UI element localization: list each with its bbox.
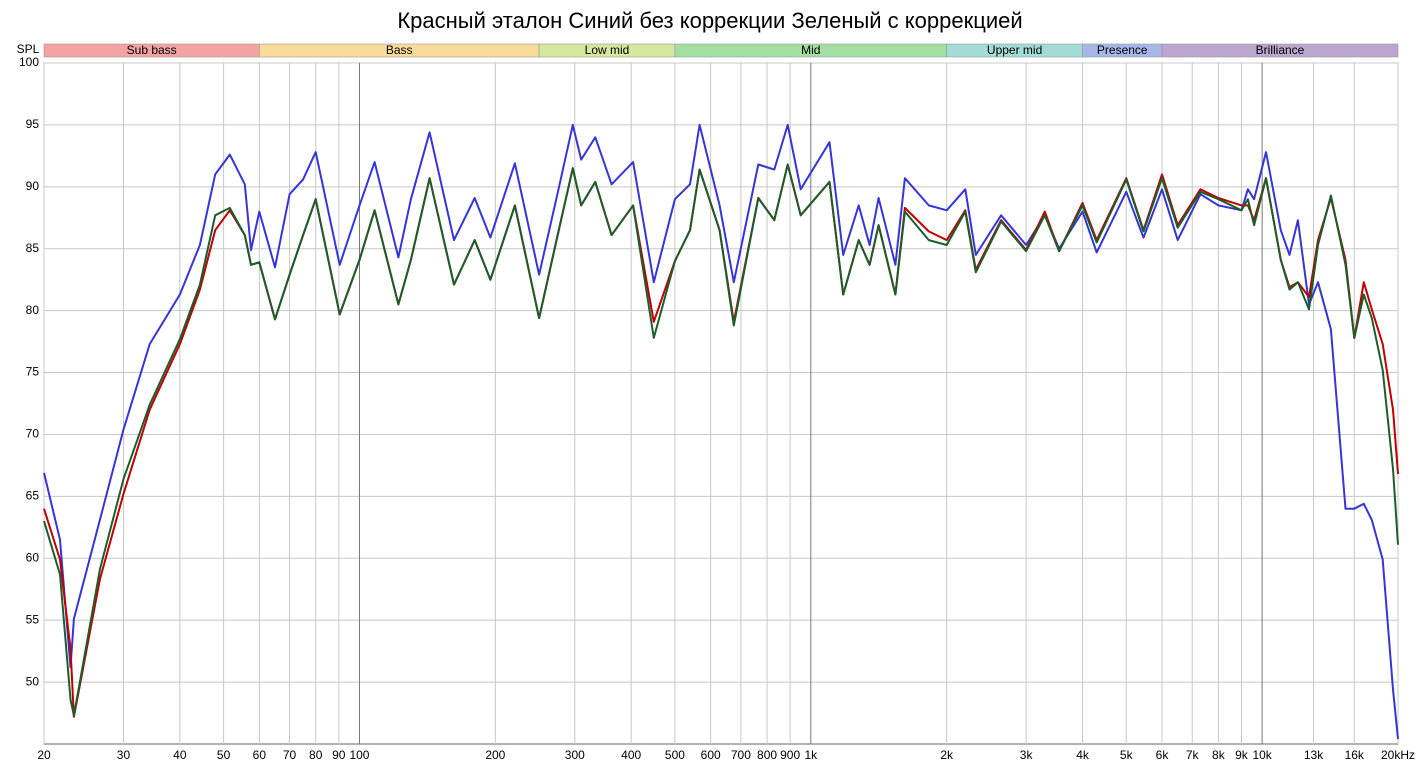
x-tick-label: 900 (780, 748, 800, 762)
x-tick-label: 7k (1186, 748, 1200, 762)
x-tick-label: 300 (565, 748, 585, 762)
x-tick-label: 9k (1235, 748, 1249, 762)
y-tick-label: 100 (19, 55, 39, 69)
y-tick-label: 60 (26, 550, 40, 564)
x-tick-label: 3k (1020, 748, 1034, 762)
plot-area (43, 62, 1399, 745)
band-label: Sub bass (127, 43, 177, 57)
x-tick-label: 30 (117, 748, 131, 762)
band-label: Bass (386, 43, 413, 57)
y-tick-label: 75 (26, 365, 40, 379)
band-label: Mid (801, 43, 820, 57)
x-tick-label: 700 (731, 748, 751, 762)
band-label: Brilliance (1256, 43, 1305, 57)
y-tick-label: 90 (26, 179, 40, 193)
x-tick-label: 2k (940, 748, 954, 762)
x-tick-label: 4k (1076, 748, 1090, 762)
series-line (43, 123, 1399, 740)
y-tick-label: 50 (26, 674, 40, 688)
x-tick-label: 6k (1156, 748, 1170, 762)
x-tick-label: 400 (621, 748, 641, 762)
x-tick-label: 8k (1212, 748, 1226, 762)
band-label: Presence (1097, 43, 1148, 57)
x-tick-label: 100 (349, 748, 369, 762)
y-tick-label: 80 (26, 303, 40, 317)
x-tick-label: 50 (217, 748, 231, 762)
band-label: Low mid (585, 43, 630, 57)
x-tick-label: 500 (665, 748, 685, 762)
x-tick-label: 20 (37, 748, 51, 762)
x-tick-label: 70 (283, 748, 297, 762)
band (1161, 43, 1399, 58)
x-tick-label: 800 (757, 748, 777, 762)
x-tick-label: 200 (485, 748, 505, 762)
x-tick-label: 600 (701, 748, 721, 762)
series-line (43, 163, 1399, 717)
y-tick-label: 70 (26, 427, 40, 441)
y-tick-label: 65 (26, 489, 40, 503)
x-tick-label: 60 (253, 748, 267, 762)
x-tick-label: 16k (1345, 748, 1365, 762)
y-tick-label: 55 (26, 612, 40, 626)
x-tick-label: 80 (309, 748, 323, 762)
y-tick-label: 95 (26, 117, 40, 131)
chart-title: Красный эталон Синий без коррекции Зелен… (397, 8, 1022, 33)
x-tick-label: 10k (1252, 748, 1272, 762)
x-tick-label: 40 (173, 748, 187, 762)
y-axis-label: SPL (17, 42, 40, 56)
y-tick-label: 85 (26, 241, 40, 255)
band-label: Upper mid (987, 43, 1042, 57)
x-tick-label: 13k (1304, 748, 1324, 762)
x-tick-label: 1k (804, 748, 818, 762)
x-tick-label: 5k (1120, 748, 1134, 762)
x-tick-label: 90 (332, 748, 346, 762)
x-tick-label: 20kHz (1381, 748, 1415, 762)
